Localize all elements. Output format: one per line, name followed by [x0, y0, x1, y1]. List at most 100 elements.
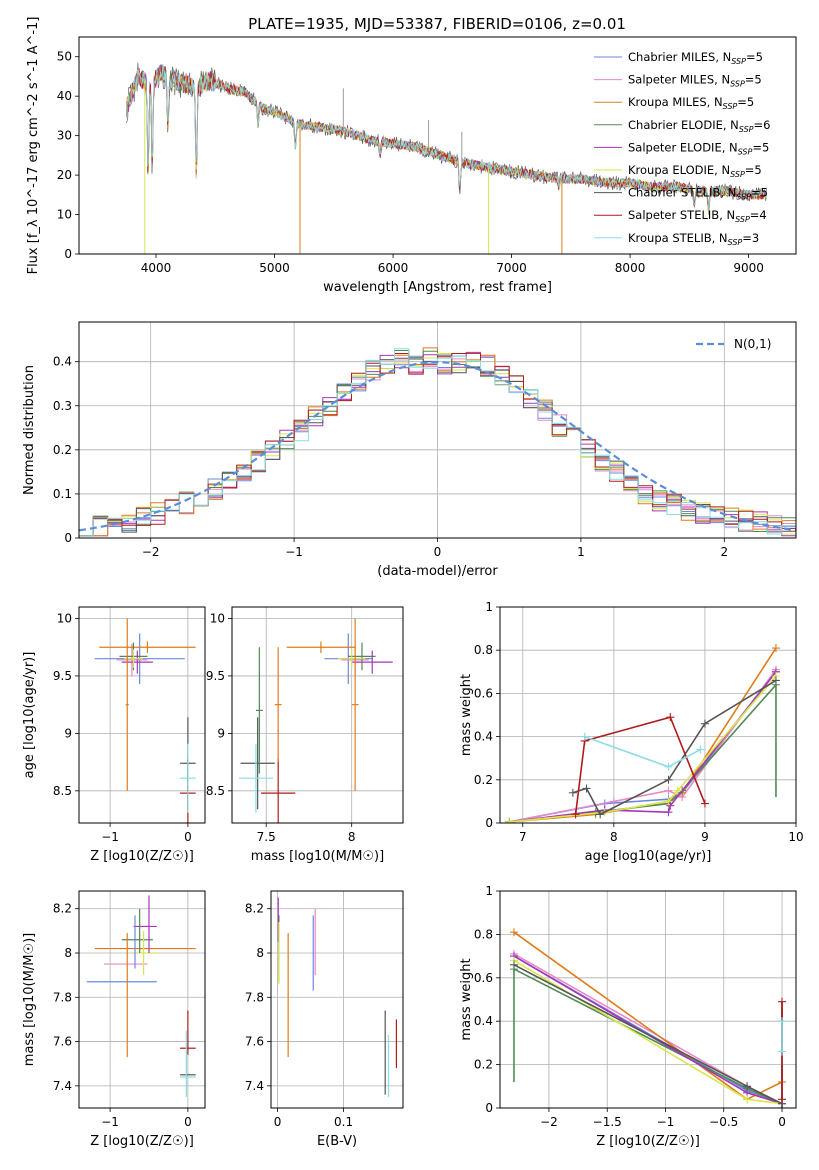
spectrum-xtick-label: 4000: [141, 261, 172, 275]
mass_vs_EBV-ytick-label: 7.4: [245, 1079, 264, 1093]
massweight_vs_Z-marker: [743, 1095, 752, 1104]
residual_hist-ytick-label: 0.4: [53, 355, 72, 369]
age_vs_mass-xlabel: mass [log10(M/M☉)]: [251, 849, 384, 864]
massweight_vs_age-marker: [571, 810, 580, 819]
massweight_vs_Z-marker: [743, 1082, 752, 1091]
massweight_vs_age-marker: [771, 676, 780, 685]
massweight_vs_age-marker: [666, 801, 675, 810]
spectrum-series-8: [126, 63, 767, 212]
spectrum-ytick-label: 50: [57, 50, 72, 64]
residual_hist-xlabel: (data-model)/error: [377, 564, 498, 579]
massweight_vs_Z-xtick-label: −1.5: [593, 1115, 622, 1129]
legend-label-8: Kroupa STELIB, NSSP=3: [628, 231, 759, 247]
age_vs_Z-ytick-label: 8.5: [53, 784, 72, 798]
massweight_vs_age-marker: [696, 745, 705, 754]
residual_hist-ytick-label: 0.1: [53, 487, 72, 501]
legend-label-5: Kroupa ELODIE, NSSP=5: [628, 163, 762, 179]
massweight_vs_Z-xtick-label: 0: [778, 1115, 786, 1129]
residual_hist-xtick-label: −1: [285, 545, 303, 559]
massweight_vs_age-xtick-label: 10: [788, 830, 803, 844]
spectrum-plot-area: [126, 62, 767, 254]
residual_hist-ytick-label: 0: [64, 531, 72, 545]
age_vs_Z-ytick-label: 9.5: [53, 669, 72, 683]
massweight_vs_age-marker: [582, 784, 591, 793]
massweight_vs_Z-xtick-label: −1: [657, 1115, 675, 1129]
massweight_vs_age-marker: [666, 713, 675, 722]
spectrum-ytick-label: 10: [57, 208, 72, 222]
massweight_vs_age-ytick-label: 1: [485, 600, 493, 614]
age_vs_mass-ytick-label: 9: [217, 726, 225, 740]
chart-layer: 4000 5000 6000 7000 8000 900001020304050wavel…: [22, 17, 804, 1149]
mass_vs_Z-xlabel: Z [log10(Z/Z☉)]: [90, 1134, 194, 1149]
massweight_vs_age-marker: [673, 786, 682, 795]
massweight_vs_age-ytick-label: 0.8: [474, 643, 493, 657]
massweight_vs_age-series-7: [574, 716, 706, 815]
massweight_vs_Z-ytick-label: 0.8: [474, 927, 493, 941]
massweight_vs_Z-ytick-label: 0.4: [474, 1014, 493, 1028]
massweight_vs_age-plot-area: [505, 644, 780, 823]
residual_hist-xtick-label: 0: [434, 545, 442, 559]
residual_hist-xtick-label: 1: [577, 545, 585, 559]
massweight_vs_age-xlabel: age [log10(age/yr)]: [585, 849, 712, 864]
massweight_vs_age-xtick-label: 8: [610, 830, 618, 844]
massweight_vs_age-xtick-label: 9: [701, 830, 709, 844]
age_vs_Z-ytick-label: 10: [57, 611, 72, 625]
massweight_vs_Z-ytick-label: 1: [485, 884, 493, 898]
mass_vs_EBV-xlabel: E(B-V): [317, 1134, 357, 1149]
massweight_vs_Z-marker: [778, 1017, 787, 1026]
residual_hist-xtick-label: −2: [142, 545, 160, 559]
mass_vs_EBV-ytick-label: 7.8: [245, 990, 264, 1004]
spectrum-ytick-label: 0: [64, 247, 72, 261]
legend-label-4: Salpeter ELODIE, NSSP=5: [628, 140, 769, 156]
mass_vs_EBV-frame: [270, 890, 404, 1109]
massweight_vs_age-marker: [609, 797, 618, 806]
massweight_vs_age-marker: [664, 797, 673, 806]
figure-title: PLATE=1935, MJD=53387, FIBERID=0106, z=0…: [248, 15, 626, 33]
spectrum-xtick-label: 8000: [615, 261, 646, 275]
age_vs_Z-xlabel: Z [log10(Z/Z☉)]: [90, 849, 194, 864]
massweight_vs_age-marker: [664, 775, 673, 784]
gaussian-curve: [79, 360, 796, 532]
residual_hist-ytick-label: 0.3: [53, 399, 72, 413]
residual_hist-plot-area: [79, 347, 796, 538]
massweight_vs_Z-marker: [778, 997, 787, 1006]
massweight_vs_age-frame: [499, 606, 797, 824]
spectrum-frame: [78, 36, 797, 255]
massweight_vs_Z-frame: [499, 890, 797, 1109]
age_vs_mass-ytick-label: 8.5: [206, 784, 225, 798]
legend-label-1: Salpeter MILES, NSSP=5: [628, 73, 762, 89]
massweight_vs_age-series-6: [572, 679, 777, 816]
spectrum-xtick-label: 9000: [733, 261, 764, 275]
massweight_vs_Z-xtick-label: −2: [540, 1115, 558, 1129]
massweight_vs_age-marker: [596, 810, 605, 819]
mass_vs_Z-ytick-label: 8.2: [53, 902, 72, 916]
massweight_vs_Z-marker: [509, 928, 518, 937]
mass_vs_Z-ytick-label: 8: [64, 946, 72, 960]
mass_vs_Z-ylabel: mass [log10(M/M☉)]: [22, 933, 37, 1066]
massweight_vs_age-marker: [568, 788, 577, 797]
mass_vs_EBV-ytick-label: 8: [256, 946, 264, 960]
spectrum-xtick-label: 7000: [496, 261, 527, 275]
residual_hist-ytick-label: 0.2: [53, 443, 72, 457]
age_vs_mass-frame: [231, 606, 404, 824]
age_vs_Z-xtick-label: −1: [101, 830, 119, 844]
mass_vs_EBV-ytick-label: 8.2: [245, 902, 264, 916]
spectrum-ylabel: Flux [f_λ 10^-17 erg cm^-2 s^-1 A^-1]: [26, 17, 41, 275]
age_vs_Z-ylabel: age [log10(age/yr)]: [22, 652, 37, 779]
mass_vs_EBV-panel: 0 0.1 7.4 7.6 7.8 8 8.2 E(B-V): [245, 890, 404, 1149]
residual_hist-panel: −2 −1 0 1 2 0 0.1 0.2 0.3 0.4 (data-model)/error No…: [22, 321, 797, 579]
massweight_vs_Z-marker: [778, 1047, 787, 1056]
spectrum-xtick-label: 6000: [378, 261, 409, 275]
massweight_vs_Z-marker: [778, 1095, 787, 1104]
mass_vs_EBV-plot-area: [277, 897, 397, 1097]
age_vs_Z-plot-area: [94, 618, 196, 823]
massweight_vs_Z-ylabel: mass weight: [459, 958, 474, 1040]
age_vs_mass-ytick-label: 9.5: [206, 669, 225, 683]
massweight_vs_age-ytick-label: 0.4: [474, 730, 493, 744]
massweight_vs_age-marker: [771, 644, 780, 653]
massweight_vs_age-ytick-label: 0.2: [474, 773, 493, 787]
legend-label-6: Chabrier STELIB, NSSP=5: [628, 186, 768, 202]
mass_vs_Z-xtick-label: 0: [184, 1115, 192, 1129]
massweight_vs_age-marker: [664, 808, 673, 817]
